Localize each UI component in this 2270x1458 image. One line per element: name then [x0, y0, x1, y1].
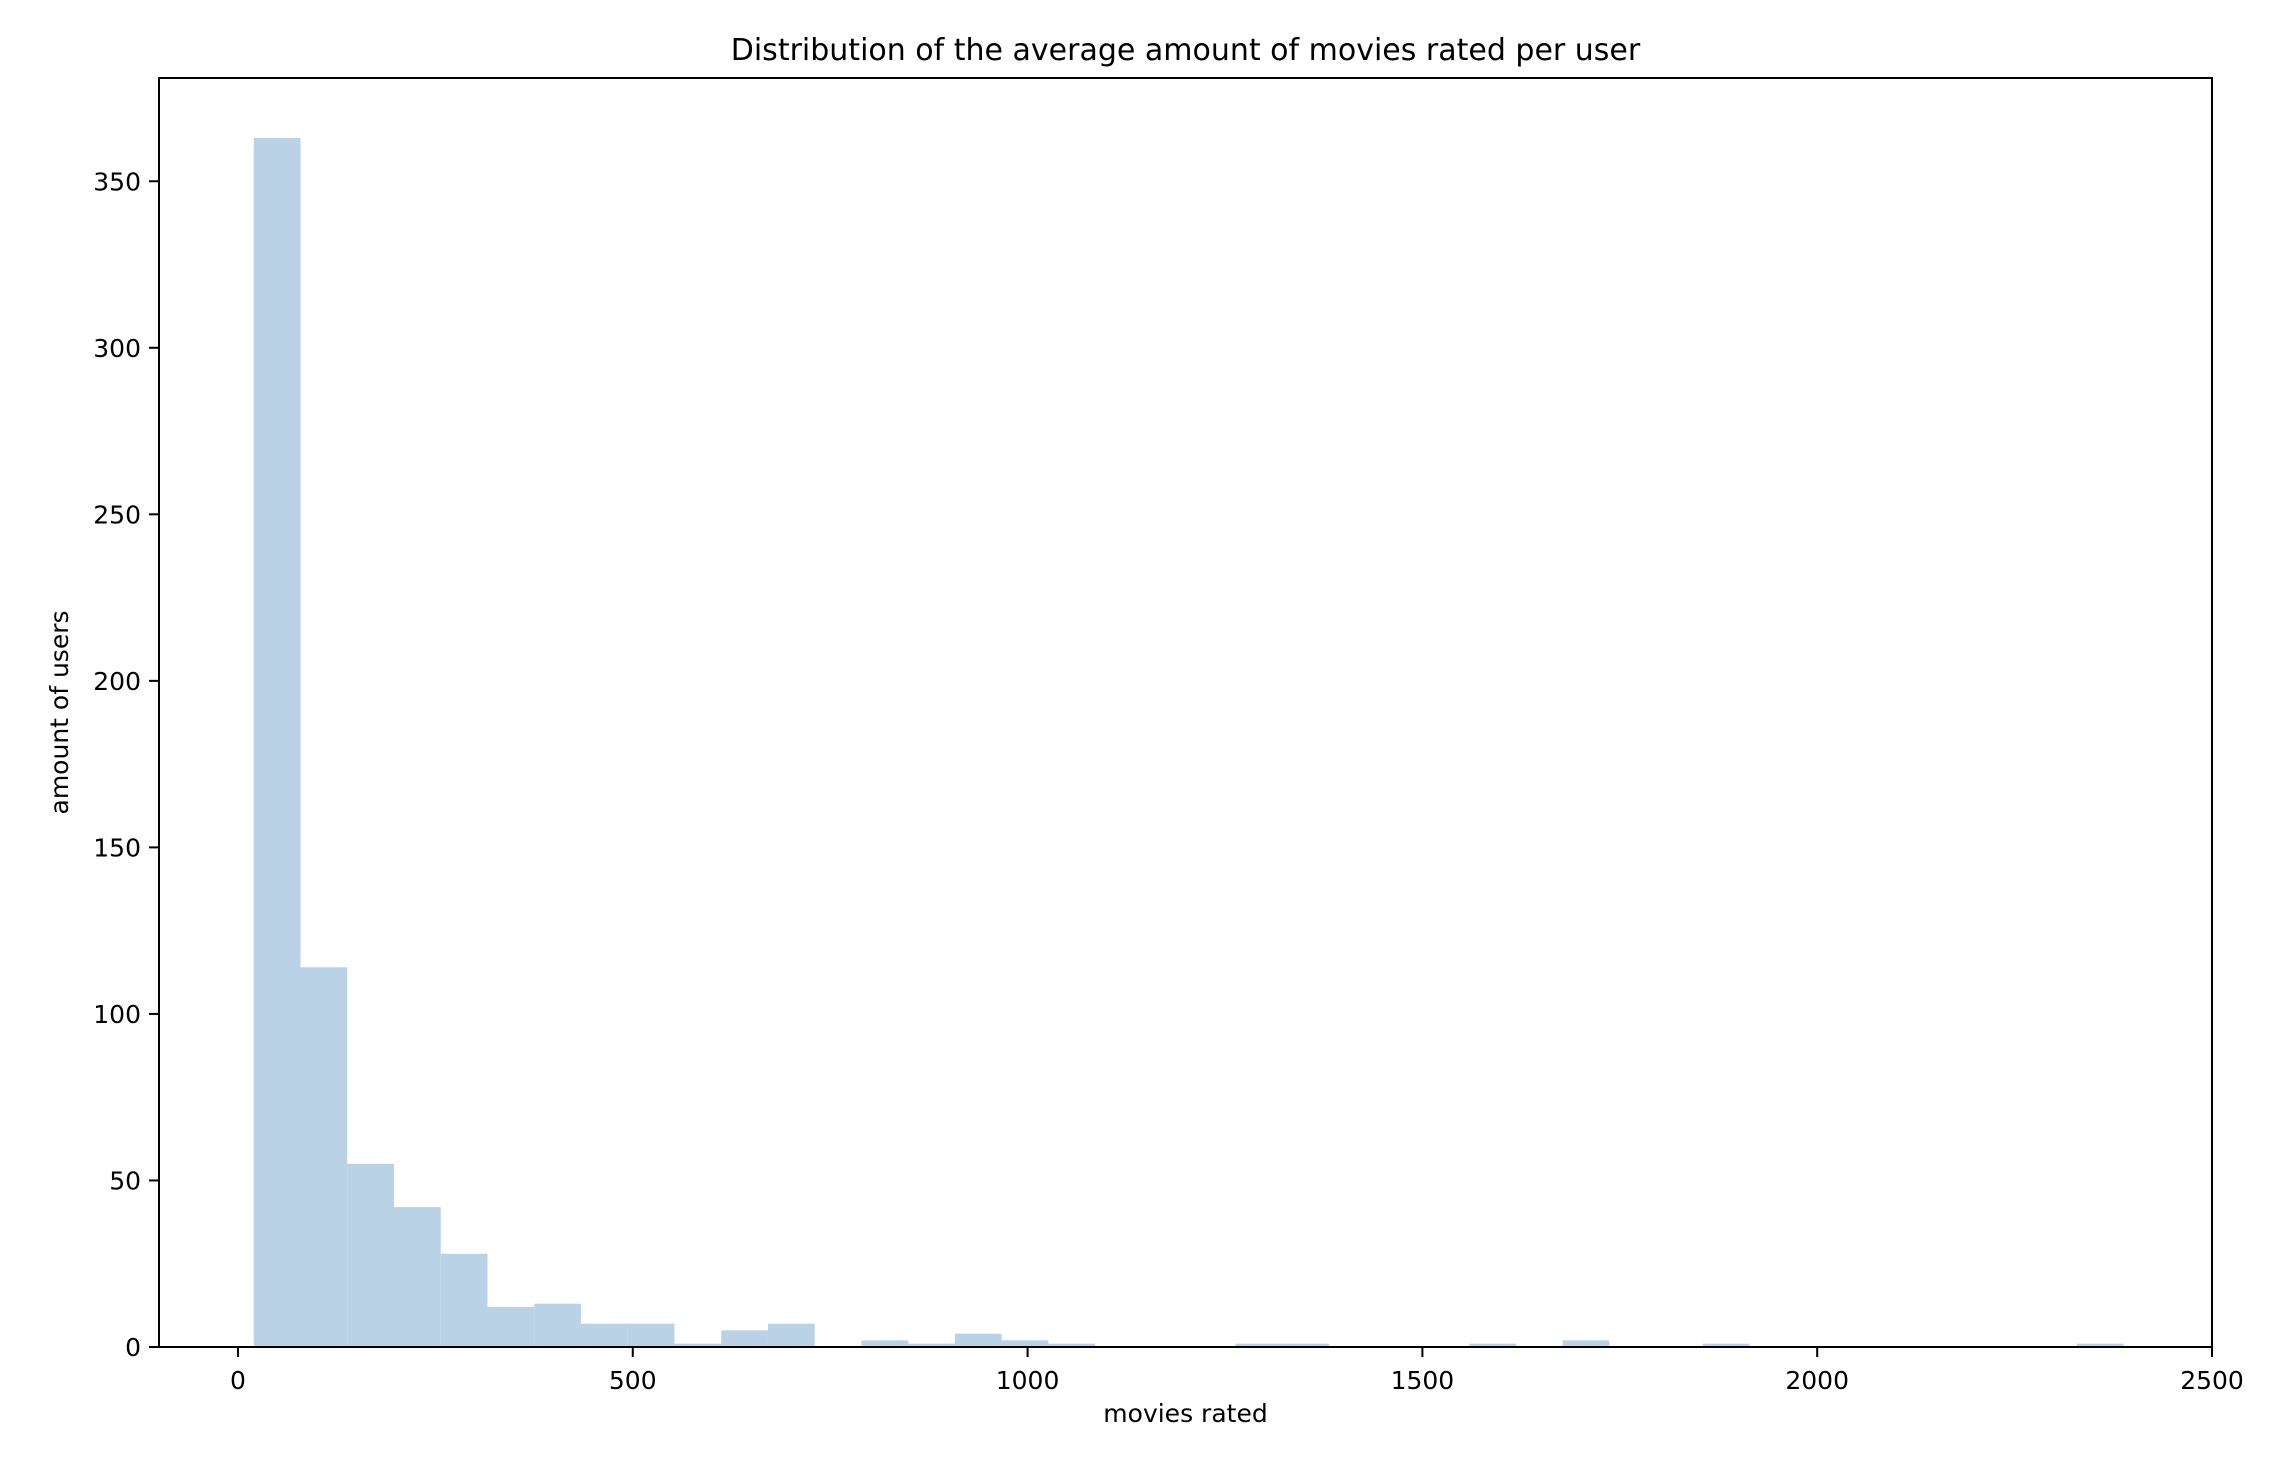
- x-tick-label: 500: [609, 1366, 657, 1395]
- x-tick-label: 2000: [1785, 1366, 1849, 1395]
- y-tick-label: 0: [125, 1333, 141, 1362]
- histogram-bar: [2076, 1343, 2124, 1347]
- histogram-bar: [300, 967, 348, 1347]
- x-axis-title: movies rated: [1103, 1399, 1267, 1428]
- y-tick-label: 350: [93, 167, 141, 196]
- histogram-bar: [627, 1323, 675, 1347]
- y-tick-label: 150: [93, 833, 141, 862]
- plot-frame: [158, 77, 2213, 1348]
- histogram-bar: [440, 1253, 488, 1347]
- histogram-bar: [1048, 1343, 1096, 1347]
- x-tick-label: 1500: [1391, 1366, 1455, 1395]
- histogram-bar: [908, 1343, 955, 1347]
- histogram-bar: [721, 1330, 768, 1347]
- histogram-bar: [534, 1303, 581, 1347]
- histogram-bar: [1282, 1343, 1329, 1347]
- histogram-bar: [253, 137, 301, 1347]
- x-tick-label: 1000: [996, 1366, 1060, 1395]
- histogram-bars: [253, 137, 2124, 1347]
- y-tick-label: 50: [109, 1166, 141, 1195]
- histogram-bar: [674, 1343, 722, 1347]
- histogram-bar: [393, 1207, 441, 1347]
- x-tick-label: 2500: [2180, 1366, 2244, 1395]
- y-axis-ticks: 0 50 100 150 200 250 300 350: [93, 167, 159, 1362]
- x-tick-label: 0: [230, 1366, 246, 1395]
- y-axis-title: amount of users: [45, 610, 74, 814]
- y-tick-label: 100: [93, 1000, 141, 1029]
- histogram-bar: [1001, 1340, 1049, 1347]
- x-axis-ticks: 0 500 1000 1500 2000 2500: [230, 1347, 2244, 1395]
- histogram-bar: [861, 1340, 909, 1347]
- histogram-bar: [1702, 1343, 1750, 1347]
- histogram-bar: [767, 1323, 815, 1347]
- chart-title: Distribution of the average amount of mo…: [731, 33, 1641, 68]
- y-tick-label: 300: [93, 334, 141, 363]
- histogram-bar: [487, 1307, 535, 1347]
- histogram-bar: [1562, 1340, 1610, 1347]
- histogram-bar: [1469, 1343, 1516, 1347]
- histogram-bar: [580, 1323, 628, 1347]
- histogram-bar: [1235, 1343, 1283, 1347]
- y-tick-label: 250: [93, 500, 141, 529]
- histogram-bar: [954, 1333, 1002, 1347]
- y-tick-label: 200: [93, 667, 141, 696]
- histogram-bar: [347, 1163, 394, 1347]
